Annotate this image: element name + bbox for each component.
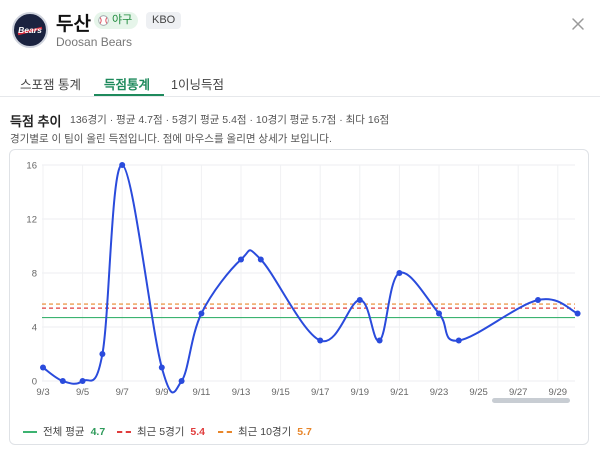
x-tick-label: 9/17 [311, 387, 330, 398]
data-point[interactable] [376, 337, 383, 344]
legend-line-dashed [117, 430, 131, 433]
data-point[interactable] [257, 256, 264, 263]
data-point[interactable] [178, 378, 185, 384]
section-stats: 136경기 · 평균 4.7점 · 5경기 평균 5.4점 · 10경기 평균 … [70, 114, 390, 126]
data-point[interactable] [436, 310, 442, 317]
scrollbar-thumb[interactable] [492, 398, 570, 403]
score-line [42, 163, 579, 394]
x-tick-label: 9/3 [36, 387, 49, 398]
x-tick-label: 9/7 [116, 387, 129, 398]
data-point[interactable] [356, 297, 363, 303]
sport-badge: 야구 [94, 12, 139, 29]
data-point[interactable] [99, 351, 106, 357]
score-series [42, 163, 579, 394]
section-description: 경기별로 이 팀이 올린 득점입니다. 점에 마우스를 올리면 상세가 보입니다… [10, 133, 332, 145]
section-title: 득점 추이 [10, 114, 62, 129]
legend-label: 최근 10경기 [238, 426, 292, 438]
tab-first-inning-scoring[interactable]: 1이닝득점 [171, 78, 224, 92]
data-point[interactable] [574, 310, 581, 317]
y-axis-labels: 0 4 8 12 16 [26, 161, 37, 388]
legend-item-recent-10: 최근 10경기 5.7 [218, 424, 312, 439]
league-badge: KBO [146, 12, 182, 29]
data-point[interactable] [396, 270, 403, 276]
data-point[interactable] [59, 378, 66, 384]
x-tick-label: 9/13 [232, 387, 251, 398]
legend-line-solid [23, 430, 37, 433]
legend-item-overall-avg: 전체 평균 4.7 [23, 424, 105, 439]
team-logo: Bears [12, 12, 48, 48]
reference-lines [42, 303, 575, 319]
sport-badge-label: 야구 [112, 14, 133, 26]
team-name: 두산 [56, 14, 91, 35]
data-point[interactable] [119, 162, 126, 168]
x-tick-label: 9/25 [469, 387, 488, 398]
x-tick-label: 9/27 [509, 387, 528, 398]
legend-label: 최근 5경기 [137, 426, 185, 438]
tab-spojam-stats[interactable]: 스포잼 통계 [20, 78, 81, 92]
y-tick-label: 12 [26, 215, 37, 226]
data-point[interactable] [198, 310, 205, 317]
legend-item-recent-5: 최근 5경기 5.4 [117, 424, 205, 439]
x-tick-label: 9/19 [351, 387, 370, 398]
team-name-english: Doosan Bears [56, 35, 133, 49]
legend-value: 5.7 [297, 425, 312, 438]
legend-line-dashed [218, 430, 232, 433]
data-point[interactable] [158, 364, 165, 371]
x-tick-label: 9/23 [430, 387, 449, 398]
x-tick-label: 9/29 [549, 387, 568, 398]
svg-text:Bears: Bears [18, 25, 42, 35]
tab-bar: 스포잼 통계 득점통계 1이닝득점 [0, 66, 600, 97]
legend-value: 4.7 [90, 425, 106, 438]
data-point[interactable] [535, 297, 541, 303]
active-tab-indicator [94, 94, 164, 96]
x-tick-label: 9/5 [76, 387, 89, 398]
data-point[interactable] [455, 337, 462, 344]
legend-value: 5.4 [190, 425, 206, 438]
y-tick-label: 4 [32, 323, 37, 334]
y-tick-label: 0 [32, 377, 37, 388]
y-tick-label: 8 [32, 269, 37, 280]
x-axis-labels: 9/3 9/5 9/7 9/9 9/11 9/13 9/15 9/17 9/19 9/21 9/23… [36, 387, 567, 398]
close-button[interactable] [568, 14, 588, 34]
legend-label: 전체 평균 [43, 426, 85, 438]
data-point[interactable] [79, 378, 86, 384]
chart-scrollbar[interactable] [10, 396, 589, 404]
score-trend-chart: 0 4 8 12 16 9/3 9/5 9/7 9/9 9/11 9/13 9/15 9/17 9/19… [9, 149, 589, 445]
team-header: Bears 두산 야구 KBO Doosan Bears [0, 0, 600, 62]
x-tick-label: 9/21 [390, 387, 409, 398]
score-points [40, 162, 581, 384]
baseball-icon [98, 15, 109, 26]
data-point[interactable] [40, 364, 46, 371]
data-point[interactable] [238, 256, 244, 263]
chart-svg: 0 4 8 12 16 9/3 9/5 9/7 9/9 9/11 9/13 9/15 9/17 9/19… [10, 161, 589, 404]
chart-grid [42, 164, 575, 382]
data-point[interactable] [317, 337, 324, 344]
x-tick-label: 9/11 [193, 387, 211, 398]
y-tick-label: 16 [26, 161, 37, 172]
tab-scoring-stats[interactable]: 득점통계 [104, 78, 151, 92]
close-icon [572, 18, 584, 30]
x-tick-label: 9/15 [271, 387, 290, 398]
x-tick-label: 9/9 [155, 387, 168, 398]
